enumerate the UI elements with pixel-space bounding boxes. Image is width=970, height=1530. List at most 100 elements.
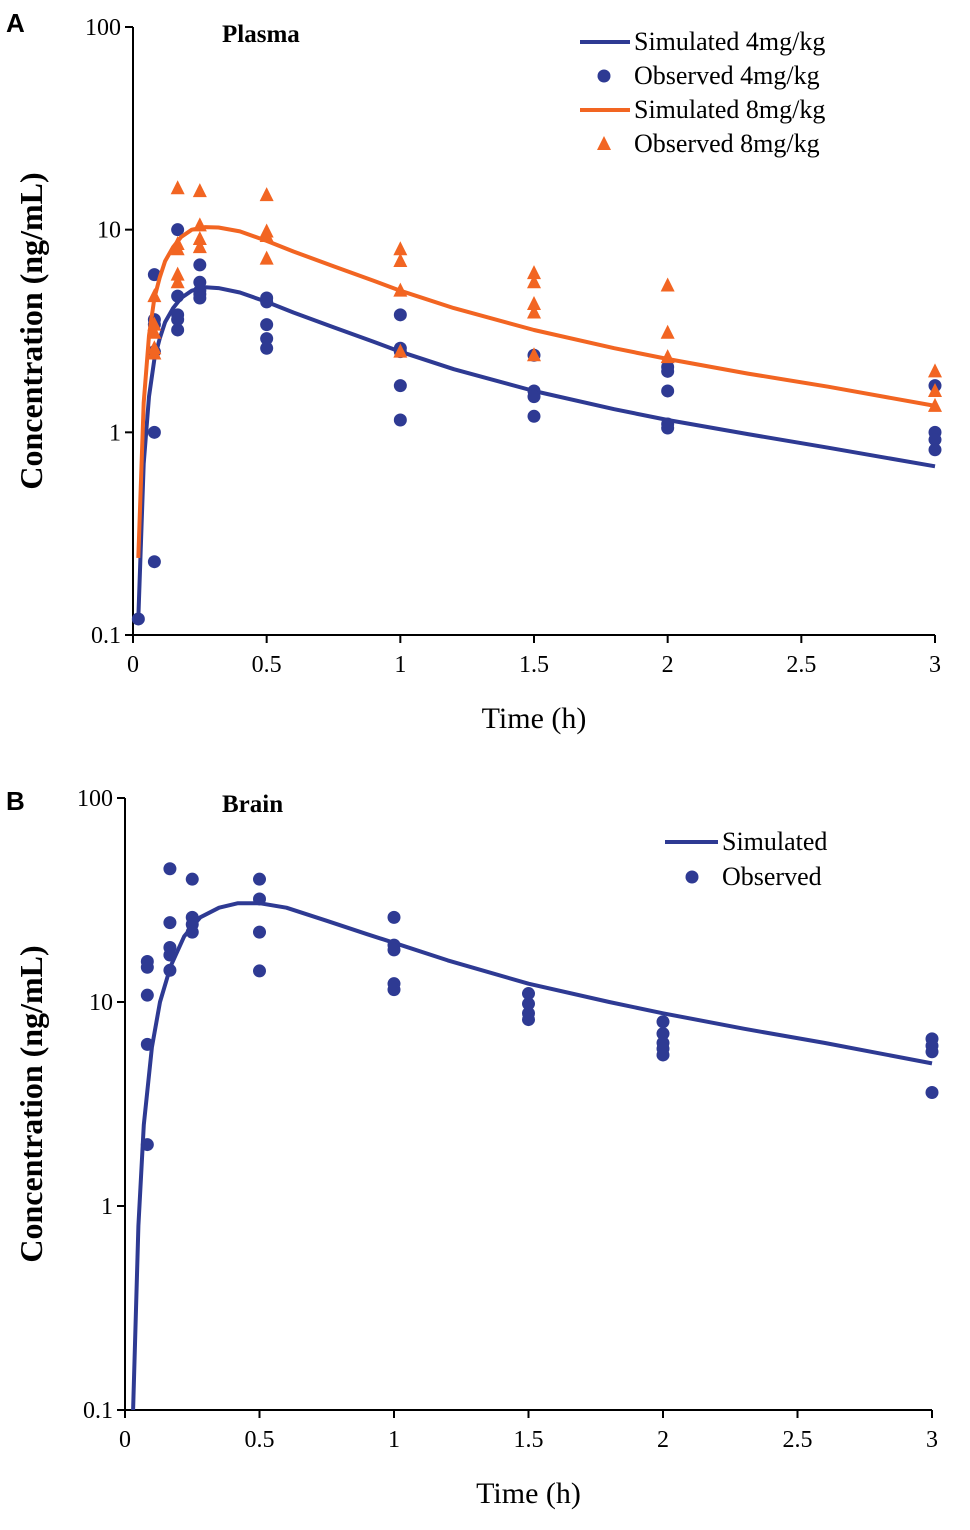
observed-point — [393, 241, 408, 256]
observed-point — [192, 183, 207, 198]
observed-point — [660, 349, 675, 364]
observed-point — [393, 379, 407, 393]
legend-marker-swatch — [597, 69, 611, 83]
observed-point — [656, 1015, 670, 1029]
y-tick-label: 0.1 — [83, 1398, 113, 1424]
y-axis-label: Concentration (ng/mL) — [13, 172, 49, 489]
observed-point — [656, 1027, 670, 1041]
observed-point — [928, 363, 942, 378]
panel-brain: B Brain 0.1 1 10 100 0 0.5 1 1.5 2 2.5 3 Time (h) Conc… — [6, 786, 939, 1510]
observed-point — [147, 425, 161, 439]
observed-point — [185, 872, 199, 886]
observed-point — [387, 943, 401, 957]
observed-point — [260, 295, 274, 309]
y-tick-label: 100 — [77, 786, 113, 812]
observed-point — [527, 274, 541, 289]
observed-point — [259, 228, 274, 243]
legend-label: Observed 4mg/kg — [634, 61, 820, 90]
observed-point — [171, 289, 185, 303]
observed-point — [928, 433, 942, 447]
x-tick-label: 2 — [662, 652, 674, 678]
observed-point — [387, 910, 401, 924]
x-axis-label: Time (h) — [482, 702, 587, 735]
observed-point — [193, 291, 207, 305]
observed-point — [193, 258, 207, 272]
series-line-2 — [136, 225, 936, 558]
observed-point — [253, 925, 266, 939]
x-tick-label: 2.5 — [783, 1427, 813, 1453]
observed-point — [393, 282, 408, 297]
observed-point — [131, 612, 145, 626]
observed-point — [660, 277, 675, 292]
observed-point — [147, 324, 162, 339]
x-tick-label: 1.5 — [519, 652, 549, 678]
observed-point — [147, 288, 162, 303]
observed-point — [192, 239, 207, 254]
observed-point — [656, 1048, 670, 1062]
observed-point — [260, 341, 274, 355]
simulated-curve — [136, 285, 936, 620]
x-tick-label: 1 — [388, 1427, 400, 1453]
x-tick-label: 0 — [119, 1427, 131, 1453]
series-points-3 — [147, 180, 942, 412]
observed-point — [147, 555, 161, 569]
series-line-0 — [136, 285, 936, 620]
legend-marker-swatch — [597, 136, 611, 150]
legend-label: Observed — [722, 862, 822, 891]
y-tick-label: 10 — [89, 990, 113, 1016]
series-line-0 — [131, 901, 933, 1411]
x-tick-label: 2 — [657, 1427, 669, 1453]
legend-label: Observed 8mg/kg — [634, 129, 820, 158]
observed-point — [192, 217, 207, 232]
legend-entry: Observed 8mg/kg — [597, 129, 820, 158]
observed-point — [163, 916, 177, 930]
observed-point — [387, 983, 401, 997]
observed-point — [661, 421, 675, 435]
observed-point — [925, 1086, 939, 1100]
y-tick-label: 1 — [109, 420, 121, 446]
observed-point — [171, 223, 185, 237]
observed-point — [527, 390, 541, 404]
y-tick-label: 100 — [85, 15, 121, 41]
legend-label: Simulated — [722, 827, 827, 856]
observed-point — [522, 1013, 535, 1027]
observed-point — [527, 295, 541, 310]
observed-point — [170, 180, 185, 195]
observed-point — [393, 343, 408, 358]
observed-point — [660, 324, 675, 339]
chart-title: Plasma — [222, 21, 300, 48]
panel-plasma: A Plasma 0.1 1 10 100 0 0.5 1 1.5 2 2.5 3 Time (h) Con… — [6, 8, 942, 735]
x-tick-label: 1.5 — [514, 1427, 544, 1453]
panel-letter: B — [6, 786, 25, 816]
observed-point — [140, 1138, 154, 1152]
observed-point — [163, 862, 177, 876]
observed-point — [393, 413, 407, 427]
observed-point — [259, 187, 274, 202]
observed-point — [163, 963, 177, 977]
observed-point — [393, 253, 408, 268]
y-tick-label: 0.1 — [91, 623, 121, 649]
observed-point — [522, 997, 535, 1011]
observed-point — [260, 332, 274, 346]
legend-marker-swatch — [685, 870, 699, 884]
simulated-curve — [131, 901, 933, 1411]
x-tick-label: 3 — [929, 652, 941, 678]
observed-point — [260, 318, 274, 332]
x-tick-label: 0 — [127, 652, 139, 678]
legend-entry: Observed — [685, 862, 822, 891]
observed-point — [527, 409, 541, 423]
observed-point — [928, 443, 942, 457]
x-tick-label: 3 — [926, 1427, 938, 1453]
observed-point — [928, 397, 942, 412]
observed-point — [170, 266, 185, 281]
observed-point — [928, 382, 942, 397]
observed-point — [661, 364, 675, 378]
panel-letter: A — [6, 8, 25, 38]
observed-point — [393, 308, 407, 322]
legend-label: Simulated 4mg/kg — [634, 27, 825, 56]
observed-point — [522, 987, 535, 1001]
observed-point — [192, 230, 207, 245]
observed-point — [171, 323, 185, 337]
observed-point — [140, 1037, 154, 1051]
